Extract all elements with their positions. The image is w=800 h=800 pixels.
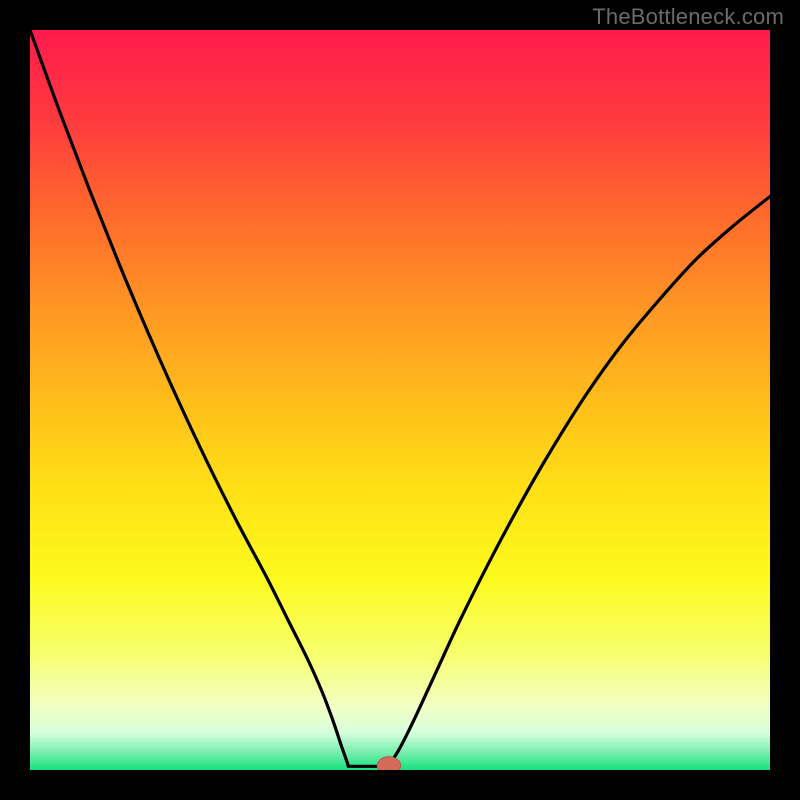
plot-background xyxy=(30,30,770,770)
plot-area xyxy=(30,30,770,770)
watermark-text: TheBottleneck.com xyxy=(592,4,784,30)
plot-svg xyxy=(30,30,770,770)
chart-frame: TheBottleneck.com xyxy=(0,0,800,800)
